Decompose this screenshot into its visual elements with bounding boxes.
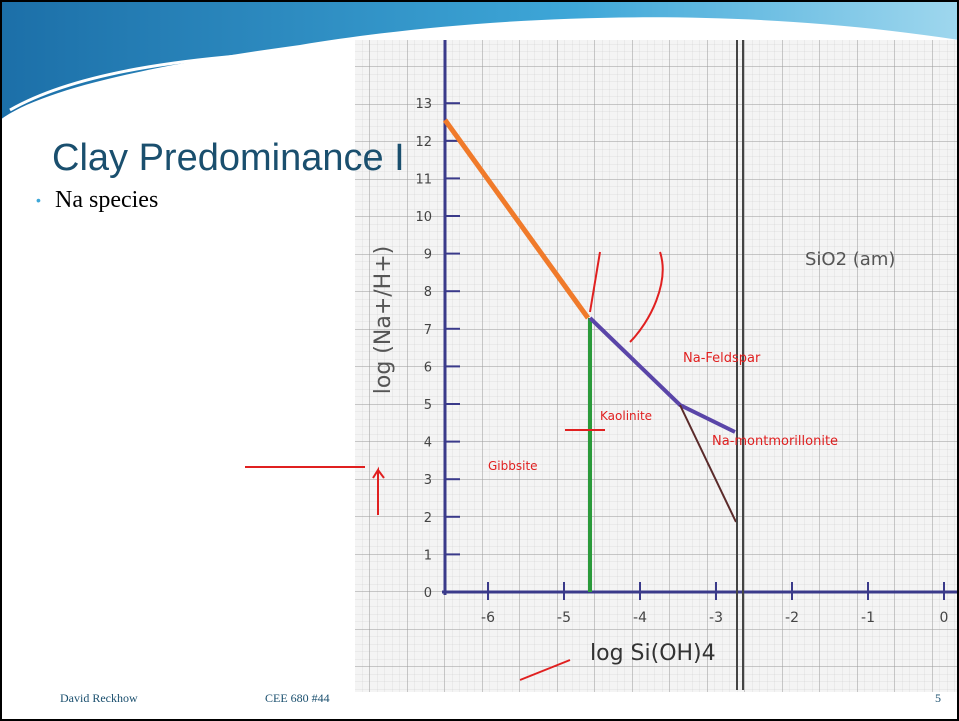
gibbsite-boundary [442, 118, 591, 320]
region-label: Gibbsite [488, 459, 538, 473]
y-tick-label: 1 [424, 548, 432, 563]
y-tick-label: 13 [415, 97, 432, 112]
y-tick-label: 12 [415, 135, 432, 150]
x-tick-label: -4 [633, 610, 647, 626]
x-tick-label: -5 [557, 610, 571, 626]
bullet-dot: • [36, 192, 41, 208]
y-tick-label: 10 [415, 210, 432, 225]
y-tick-label: 11 [415, 172, 432, 187]
y-tick-label: 8 [424, 285, 432, 300]
footer-page: 5 [935, 691, 941, 705]
region-label: Na-montmorillonite [712, 434, 838, 449]
y-tick-label: 0 [424, 586, 432, 601]
x-tick-label: -3 [709, 610, 723, 626]
region-label: Na-Feldspar [683, 351, 761, 366]
x-axis-label: log Si(OH)4 [590, 641, 716, 666]
y-tick-label: 4 [424, 436, 432, 451]
x-tick-label: 0 [940, 610, 949, 626]
x-tick-label: -1 [861, 610, 875, 626]
slide-title: Clay Predominance I [52, 137, 405, 179]
swoosh-line [9, 48, 341, 112]
x-tick-label: -2 [785, 610, 799, 626]
montmorillonite-boundary [679, 404, 737, 523]
y-tick-label: 2 [424, 511, 432, 526]
y-tick-label: 9 [424, 248, 432, 263]
header-swoosh [0, 0, 959, 120]
x-tick-label: -6 [481, 610, 495, 626]
y-tick-label: 5 [424, 398, 432, 413]
footer-author: David Reckhow [60, 691, 138, 705]
bullet: Na species [55, 187, 158, 213]
y-tick-label: 3 [424, 473, 432, 488]
y-tick-label: 6 [424, 360, 432, 375]
y-axis-label: log (Na+/H+) [371, 246, 396, 394]
footer-course: CEE 680 #44 [265, 691, 330, 705]
annotation-arrows [245, 251, 664, 681]
region-label: Kaolinite [600, 409, 652, 423]
region-label: SiO2 (am) [805, 249, 895, 270]
y-tick-label: 7 [424, 323, 432, 338]
